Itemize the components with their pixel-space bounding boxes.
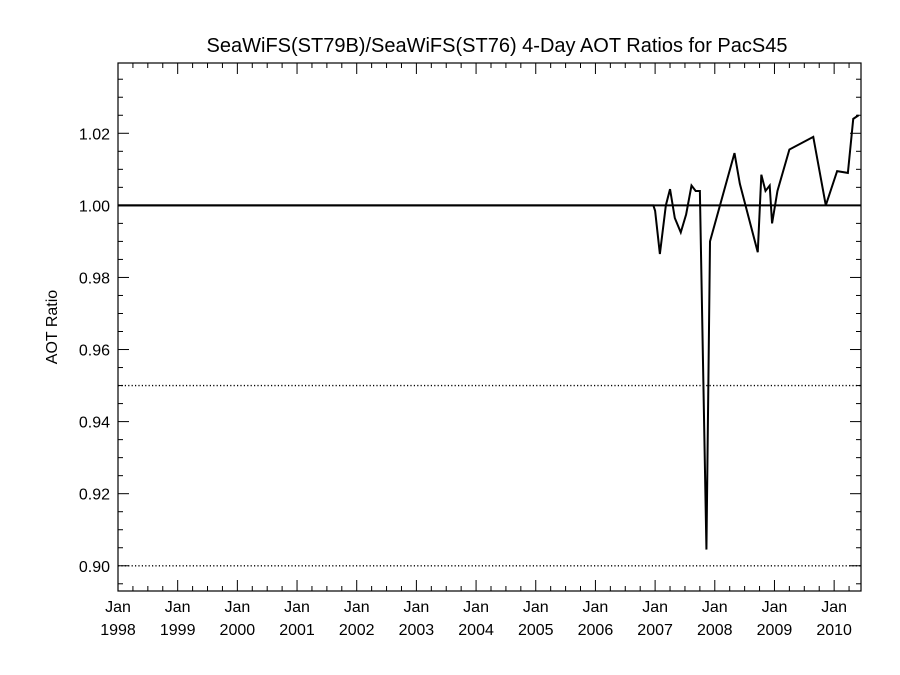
x-tick-label-month: Jan bbox=[344, 599, 370, 616]
x-tick-label-month: Jan bbox=[583, 599, 609, 616]
y-tick-label: 1.00 bbox=[79, 198, 110, 215]
reference-lines bbox=[118, 204, 861, 567]
x-tick-label-month: Jan bbox=[642, 599, 668, 616]
x-tick-label-year: 2001 bbox=[279, 622, 315, 639]
x-tick-label-year: 2004 bbox=[458, 622, 494, 639]
y-tick-label: 0.94 bbox=[79, 415, 110, 432]
x-tick-label-month: Jan bbox=[702, 599, 728, 616]
x-tick-label-year: 1998 bbox=[100, 622, 136, 639]
x-tick-label-year: 2007 bbox=[637, 622, 673, 639]
series-line bbox=[118, 114, 860, 550]
x-tick-label-year: 2003 bbox=[399, 622, 435, 639]
x-tick-label-year: 2000 bbox=[220, 622, 256, 639]
x-tick-label-month: Jan bbox=[105, 599, 131, 616]
x-tick-label-year: 2002 bbox=[339, 622, 375, 639]
x-tick-label-month: Jan bbox=[523, 599, 549, 616]
plot-frame bbox=[117, 62, 862, 592]
x-tick-label-year: 2006 bbox=[578, 622, 614, 639]
x-tick-label-month: Jan bbox=[463, 599, 489, 616]
y-tick-label: 1.02 bbox=[79, 126, 110, 143]
axis-ticks bbox=[117, 63, 861, 591]
x-tick-label-month: Jan bbox=[165, 599, 191, 616]
y-axis-label: AOT Ratio bbox=[44, 290, 61, 365]
y-tick-label: 0.98 bbox=[79, 270, 110, 287]
x-tick-label-year: 1999 bbox=[160, 622, 196, 639]
y-tick-label: 0.92 bbox=[79, 487, 110, 504]
x-tick-label-year: 2008 bbox=[697, 622, 733, 639]
x-tick-label-month: Jan bbox=[762, 599, 788, 616]
series-layer bbox=[118, 114, 860, 550]
x-tick-label-month: Jan bbox=[284, 599, 310, 616]
x-tick-label-month: Jan bbox=[224, 599, 250, 616]
y-tick-labels: 0.90 0.92 0.94 0.96 0.98 1.00 1.02 bbox=[79, 126, 110, 575]
x-tick-label-year: 2009 bbox=[757, 622, 793, 639]
y-tick-label: 0.96 bbox=[79, 343, 110, 360]
x-tick-label-month: Jan bbox=[821, 599, 847, 616]
x-tick-labels: Jan 1998 Jan 1999 Jan 2000 Jan 2001 Jan 2002 Jan 20… bbox=[100, 599, 852, 639]
y-tick-label: 0.90 bbox=[79, 559, 110, 576]
x-tick-label-year: 2005 bbox=[518, 622, 554, 639]
x-tick-label-year: 2010 bbox=[816, 622, 852, 639]
x-tick-label-month: Jan bbox=[403, 599, 429, 616]
chart-title: SeaWiFS(ST79B)/SeaWiFS(ST76) 4-Day AOT R… bbox=[207, 35, 788, 57]
